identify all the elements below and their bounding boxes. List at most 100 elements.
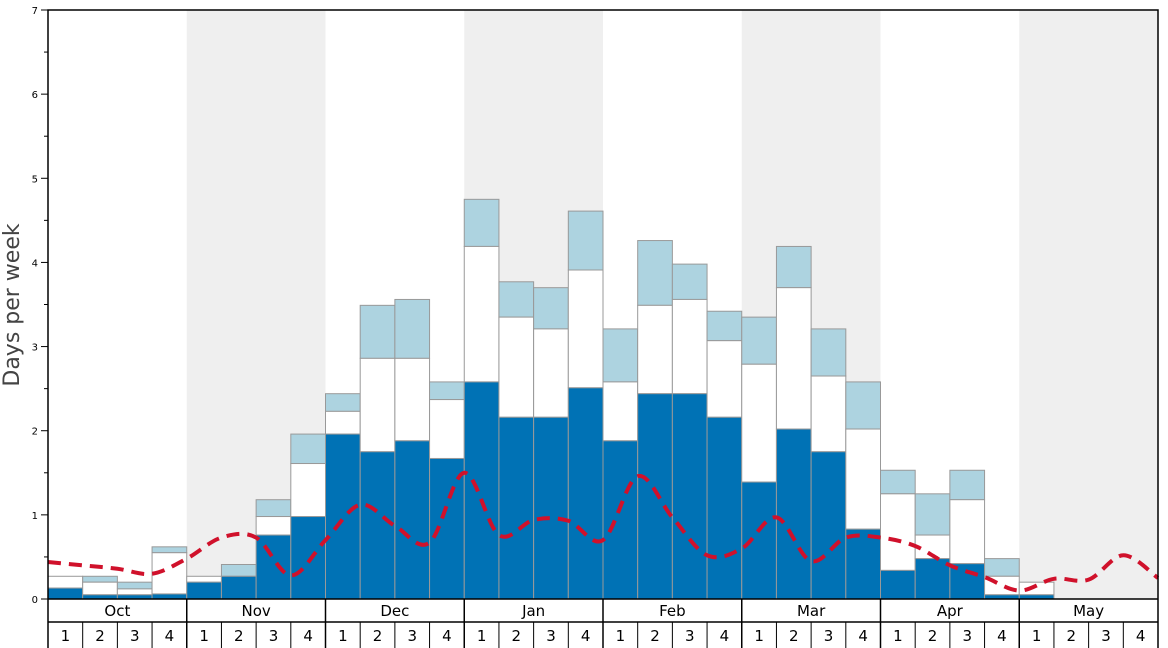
- bar-segment-top: [706, 310, 743, 342]
- bar-segment-bottom: [706, 416, 743, 600]
- bar-segment-bottom: [498, 416, 535, 600]
- week-label: 1: [754, 627, 764, 645]
- month-label: Jan: [521, 602, 545, 620]
- bar-segment-middle: [706, 340, 743, 418]
- bar-segment-middle: [810, 375, 847, 453]
- month-label: Feb: [659, 602, 686, 620]
- bar-segment-bottom: [775, 428, 812, 600]
- bar-segment-top: [290, 433, 326, 465]
- bar-segment-bottom: [255, 534, 292, 600]
- bar-segment-bottom: [914, 558, 951, 600]
- bar-segment-bottom: [845, 528, 881, 600]
- bar-segment-bottom: [602, 440, 639, 600]
- bar-segment-bottom: [637, 393, 673, 600]
- y-tick-label: 5: [32, 174, 38, 185]
- bar-segment-top: [325, 393, 361, 412]
- bar-segment-bottom: [880, 569, 916, 600]
- week-label: 2: [234, 627, 244, 645]
- bar-segment-top: [914, 493, 951, 536]
- bar-segment-bottom: [220, 575, 257, 600]
- bar-segment-top: [671, 263, 708, 300]
- bar-segment-middle: [255, 516, 292, 536]
- bar-segment-bottom: [151, 593, 188, 600]
- bar-segment-top: [429, 381, 465, 401]
- bar-segment-middle: [429, 399, 465, 459]
- average-line: [47, 470, 1160, 593]
- week-label: 1: [477, 627, 487, 645]
- week-label: 2: [650, 627, 660, 645]
- week-label: 2: [373, 627, 383, 645]
- bar-segment-top: [394, 298, 431, 359]
- bar-segment-top: [637, 240, 673, 306]
- week-label: 4: [581, 627, 591, 645]
- bar-segment-bottom: [47, 587, 84, 600]
- y-tick-label: 2: [32, 427, 38, 438]
- average-line-layer: [47, 470, 1160, 593]
- x-axis: Oct 1 2 3 4 Nov 1 2 3 4 Dec 1 2 3 4 Jan 1 2 3 4 Feb 1 2 3 4 Mar 1 2…: [48, 598, 1158, 648]
- week-label: 3: [1101, 627, 1111, 645]
- week-label: 4: [442, 627, 452, 645]
- week-label: 3: [407, 627, 417, 645]
- bar-segment-middle: [949, 499, 986, 565]
- bar-segment-middle: [394, 357, 431, 442]
- bar-segment-middle: [671, 298, 708, 395]
- week-label: 1: [338, 627, 348, 645]
- bar-segment-bottom: [741, 481, 777, 600]
- bar-segment-top: [255, 499, 292, 518]
- bar-segment-middle: [845, 428, 881, 530]
- plot-frame: [47, 9, 1159, 648]
- bar-segment-middle: [567, 269, 604, 389]
- week-label: 4: [997, 627, 1007, 645]
- week-label: 2: [789, 627, 799, 645]
- bar-segment-top: [984, 558, 1020, 577]
- week-label: 1: [893, 627, 903, 645]
- bar-segment-bottom: [671, 393, 708, 600]
- bar-segment-middle: [116, 588, 153, 596]
- y-tick-label: 1: [32, 511, 38, 522]
- bar-segment-bottom: [463, 381, 500, 600]
- week-label: 4: [720, 627, 730, 645]
- bar-segment-middle: [533, 328, 569, 418]
- bar-segment-top: [533, 287, 569, 330]
- month-label: Mar: [797, 602, 826, 620]
- month-label: Apr: [937, 602, 964, 620]
- week-label: 2: [95, 627, 105, 645]
- week-label: 2: [512, 627, 522, 645]
- bar-segment-bottom: [359, 451, 396, 600]
- bar-segment-middle: [463, 245, 500, 383]
- week-label: 4: [303, 627, 313, 645]
- bar-segment-middle: [186, 575, 222, 583]
- week-label: 4: [1136, 627, 1146, 645]
- y-tick-label: 6: [32, 90, 38, 101]
- bar-segment-top: [359, 304, 396, 359]
- week-label: 2: [928, 627, 938, 645]
- bar-segment-top: [567, 210, 604, 271]
- y-tick-label: 3: [32, 343, 38, 354]
- week-label: 3: [685, 627, 695, 645]
- bar-segment-top: [463, 198, 500, 247]
- bar-segment-top: [880, 469, 916, 495]
- bar-segment-bottom: [567, 387, 604, 600]
- week-label: 4: [165, 627, 175, 645]
- bar-segment-middle: [602, 381, 639, 442]
- week-label: 1: [616, 627, 626, 645]
- bar-segment-top: [498, 281, 535, 318]
- bar-segment-middle: [880, 493, 916, 571]
- bar-segment-top: [741, 316, 777, 365]
- week-label: 1: [61, 627, 71, 645]
- week-label: 1: [1032, 627, 1042, 645]
- month-band: [1019, 10, 1158, 599]
- week-label: 4: [858, 627, 868, 645]
- week-label: 3: [824, 627, 834, 645]
- week-label: 3: [546, 627, 556, 645]
- bar-segment-bottom: [186, 581, 222, 600]
- bar-segment-middle: [82, 581, 118, 596]
- week-label: 3: [130, 627, 140, 645]
- y-tick-label: 0: [32, 595, 38, 606]
- bar-segment-bottom: [290, 516, 326, 600]
- week-label: 2: [1067, 627, 1077, 645]
- bar-segment-top: [82, 575, 118, 583]
- bar-segment-middle: [498, 316, 535, 418]
- bar-segment-top: [810, 328, 847, 377]
